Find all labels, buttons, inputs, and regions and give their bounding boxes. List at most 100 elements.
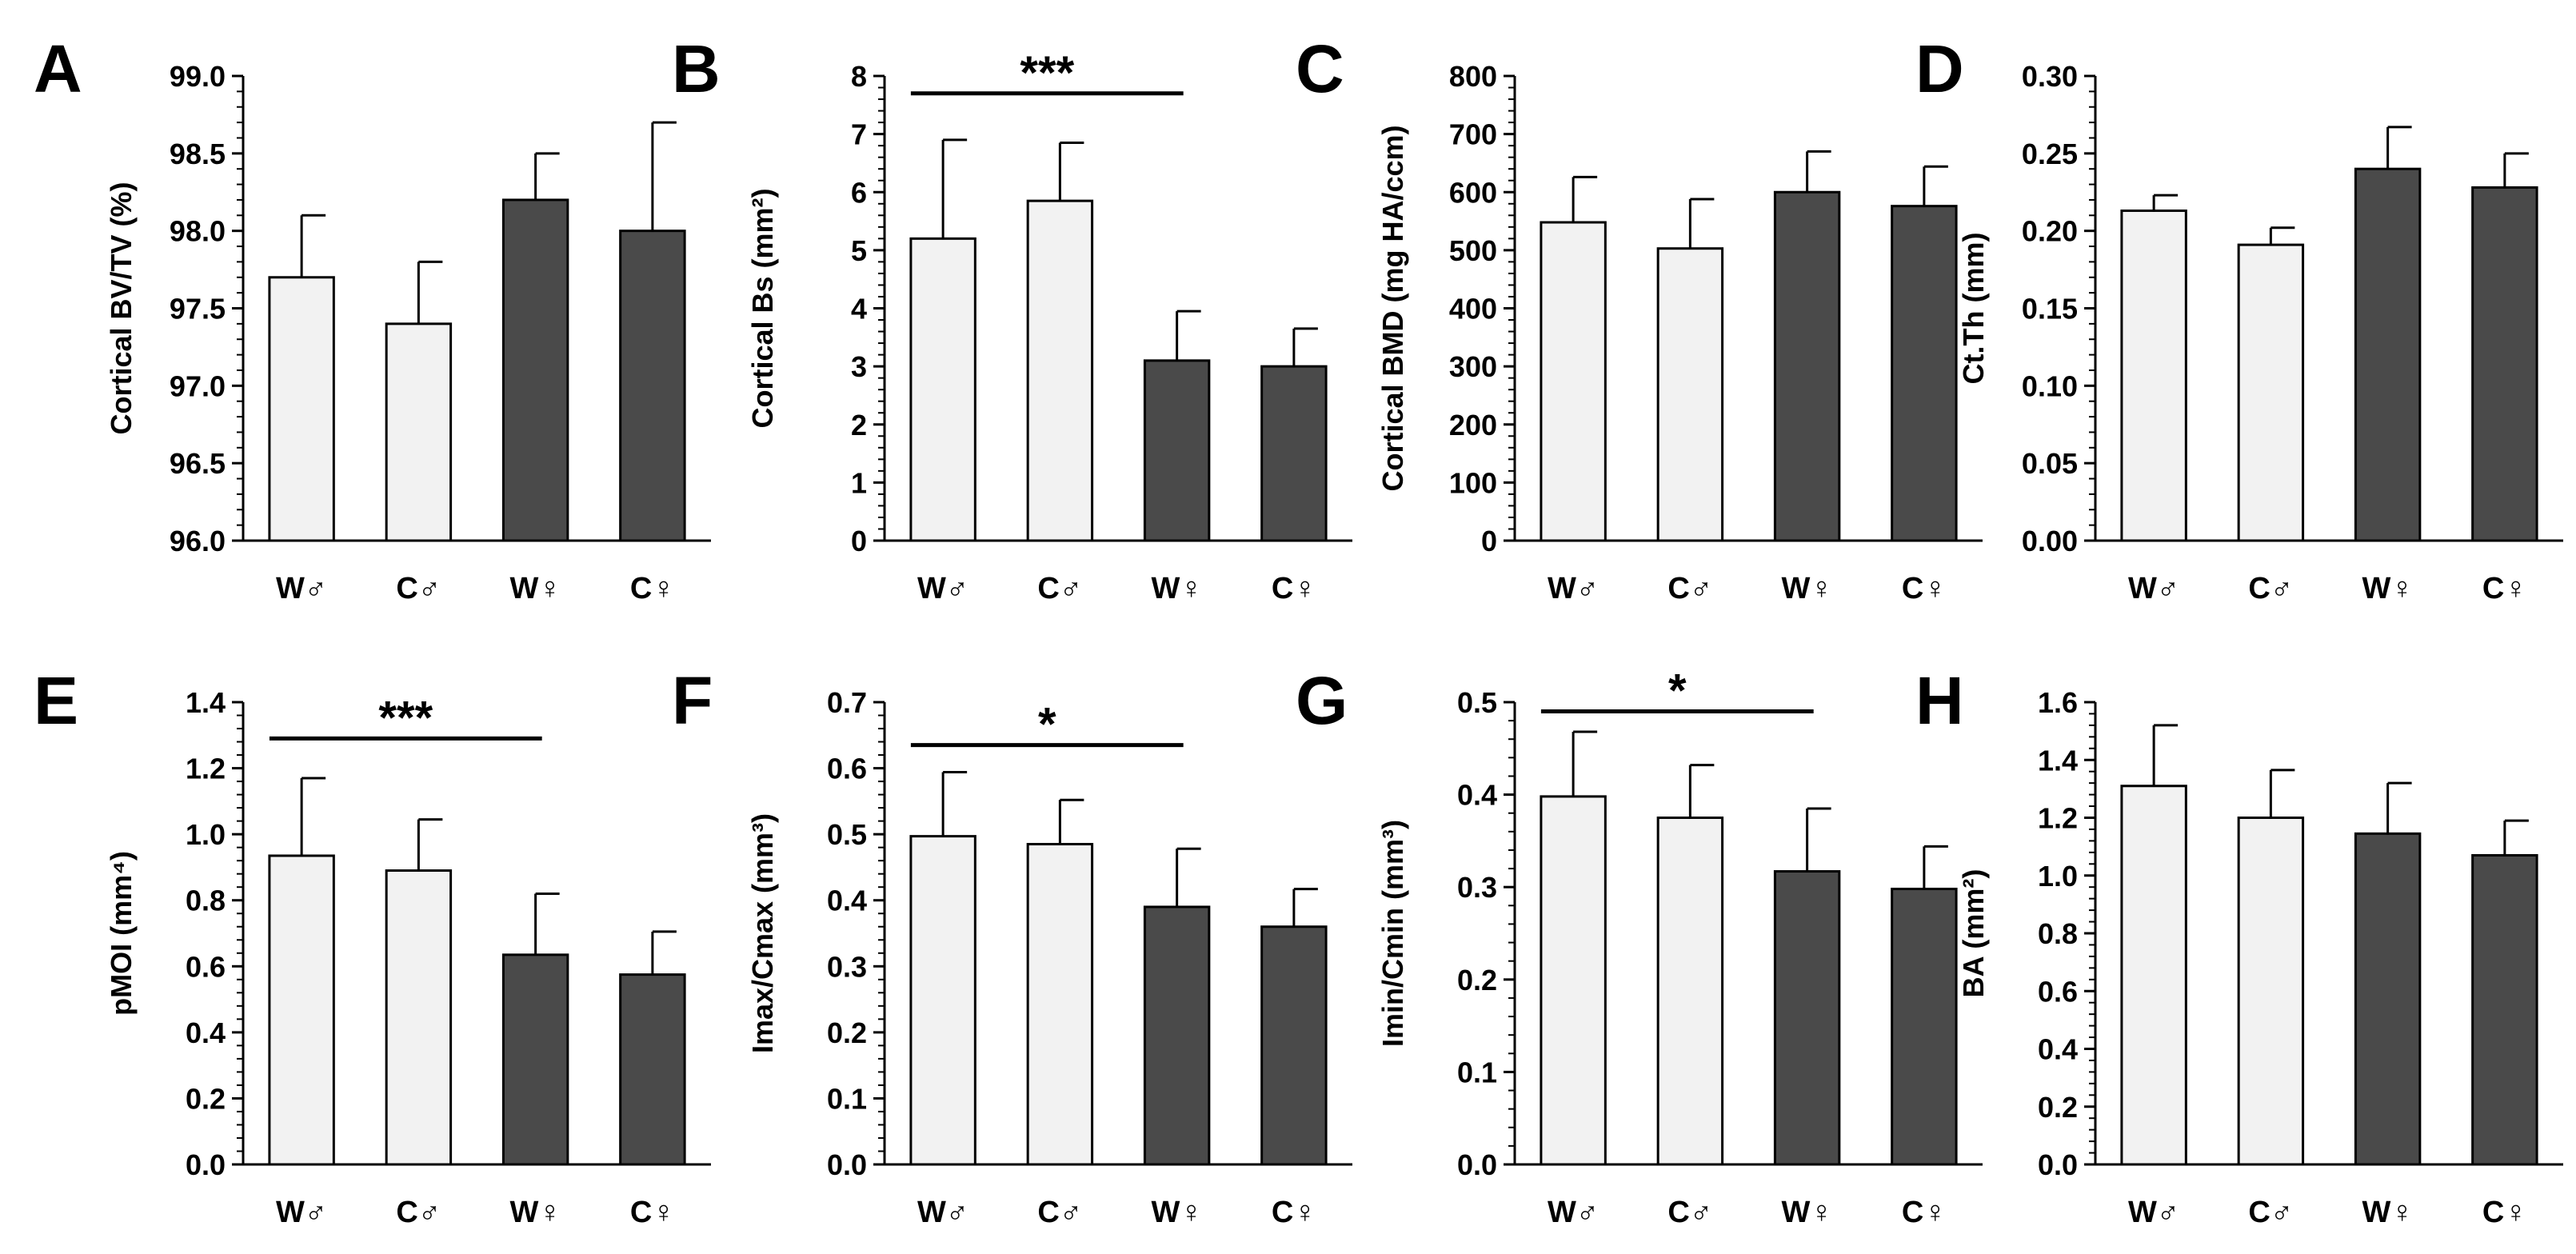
chart-panel-F: F 0.0 0.1 0.2 0.3 0.4 0.5 0.6 0.7 Imax/Cmax (mm³)… (672, 663, 1352, 1229)
bar (909, 835, 976, 1166)
y-tick-label: 600 (1449, 176, 1497, 209)
x-category-label: C♀ (630, 572, 675, 605)
y-tick-label: 7 (851, 118, 867, 151)
y-tick-label: 1.2 (186, 753, 226, 785)
y-tick-label: 800 (1449, 60, 1497, 93)
y-tick-label: 0.30 (2022, 60, 2078, 93)
bar (268, 276, 335, 542)
y-tick-label: 0.3 (1457, 871, 1497, 904)
bar (1656, 247, 1724, 542)
y-tick-label: 8 (851, 60, 867, 93)
y-tick-label: 500 (1449, 234, 1497, 267)
panel-letter: A (34, 31, 82, 106)
y-tick-label: 300 (1449, 350, 1497, 383)
bar (2120, 209, 2187, 542)
significance-label: * (1668, 665, 1687, 717)
panel-letter: C (1296, 31, 1344, 106)
x-category-label: C♀ (2482, 1196, 2527, 1229)
bar (385, 322, 453, 542)
y-tick-label: 4 (851, 293, 867, 325)
y-tick-label: 400 (1449, 293, 1497, 325)
y-tick-label: 0.6 (186, 950, 226, 983)
panel-letter: D (1915, 31, 1964, 106)
y-tick-label: 0 (1481, 525, 1497, 557)
y-axis-title: pMOI (mm⁴) (105, 851, 138, 1016)
bar (1143, 905, 1211, 1166)
x-category-label: C♂ (396, 1196, 441, 1229)
bar (1891, 888, 1958, 1166)
x-category-label: C♀ (630, 1196, 675, 1229)
x-category-label: W♀ (1151, 572, 1202, 605)
y-tick-label: 0.5 (1457, 686, 1497, 719)
x-category-label: W♂ (276, 1196, 327, 1229)
x-category-label: W♀ (1781, 1196, 1832, 1229)
x-category-label: C♀ (2482, 572, 2527, 605)
y-tick-label: 0.8 (186, 885, 226, 917)
y-tick-label: 96.5 (170, 447, 226, 480)
x-category-label: W♀ (2362, 572, 2413, 605)
x-category-label: C♀ (1902, 1196, 1947, 1229)
y-tick-label: 6 (851, 176, 867, 209)
y-tick-label: 96.0 (170, 525, 226, 557)
bar (619, 230, 686, 542)
y-tick-label: 0.25 (2022, 138, 2078, 170)
x-category-label: C♀ (1272, 1196, 1316, 1229)
y-tick-label: 97.0 (170, 369, 226, 402)
y-tick-label: 0.4 (186, 1016, 226, 1049)
y-tick-label: 0.6 (2038, 975, 2078, 1008)
bar (1143, 359, 1211, 542)
bar (2120, 785, 2187, 1166)
bar (385, 869, 453, 1166)
bar (909, 237, 976, 542)
y-tick-label: 700 (1449, 118, 1497, 151)
y-tick-label: 0.0 (186, 1148, 226, 1181)
y-tick-label: 0.1 (1457, 1056, 1497, 1088)
chart-panel-D: D 0.00 0.05 0.10 0.15 0.20 0.25 0.30 Ct.Th (mm) W… (1915, 31, 2563, 605)
y-tick-label: 1.4 (186, 686, 226, 719)
y-tick-label: 0.0 (1457, 1148, 1497, 1181)
bar (2471, 186, 2538, 542)
x-category-label: C♂ (2248, 1196, 2293, 1229)
y-tick-label: 5 (851, 234, 867, 267)
y-axis-title: Imin/Cmin (mm³) (1376, 820, 1409, 1047)
bar (1656, 817, 1724, 1166)
bar (619, 973, 686, 1166)
y-axis-title: Imax/Cmax (mm³) (746, 813, 779, 1053)
y-tick-label: 0.8 (2038, 917, 2078, 950)
chart-panel-C: C 0 100 200 300 400 500 600 700 800 Cortical BMD (… (1296, 31, 1983, 605)
bar (1260, 925, 1328, 1166)
bar (1026, 843, 1094, 1166)
y-tick-label: 0.15 (2022, 293, 2078, 325)
y-tick-label: 0.1 (827, 1082, 867, 1115)
y-tick-label: 0.2 (1457, 964, 1497, 996)
x-category-label: W♀ (1151, 1196, 1202, 1229)
y-tick-label: 1.4 (2038, 744, 2078, 777)
y-tick-label: 0.0 (2038, 1148, 2078, 1181)
bar (501, 953, 569, 1166)
bar (1260, 365, 1328, 542)
chart-panel-G: G 0.0 0.1 0.2 0.3 0.4 0.5 Imin/Cmin (mm³) W♂ C♂ W♀… (1296, 663, 1983, 1229)
y-tick-label: 1.0 (186, 818, 226, 851)
y-tick-label: 0.10 (2022, 369, 2078, 402)
x-category-label: W♂ (1548, 1196, 1599, 1229)
y-tick-label: 1.2 (2038, 802, 2078, 835)
bar (1773, 190, 1841, 542)
y-tick-label: 1.6 (2038, 686, 2078, 719)
y-axis-title: BA (mm²) (1957, 869, 1990, 998)
x-category-label: C♀ (1272, 572, 1316, 605)
bar (1026, 199, 1094, 542)
y-tick-label: 0.2 (827, 1016, 867, 1049)
bar (268, 854, 335, 1166)
bar (501, 198, 569, 542)
significance-label: * (1038, 699, 1056, 751)
y-tick-label: 99.0 (170, 60, 226, 93)
y-tick-label: 0.2 (186, 1082, 226, 1115)
chart-panel-E: E 0.0 0.2 0.4 0.6 0.8 1.0 1.2 1.4 pMOI (mm⁴) W♂ C♂ W… (34, 663, 711, 1229)
y-tick-label: 0.0 (827, 1148, 867, 1181)
x-category-label: W♂ (2128, 572, 2179, 605)
x-category-label: W♀ (1781, 572, 1832, 605)
y-tick-label: 0.4 (2038, 1033, 2078, 1066)
bar (1891, 205, 1958, 542)
bar (2354, 832, 2422, 1166)
chart-panel-A: A 96.0 96.5 97.0 97.5 98.0 98.5 99.0 Cortical BV… (34, 31, 711, 605)
